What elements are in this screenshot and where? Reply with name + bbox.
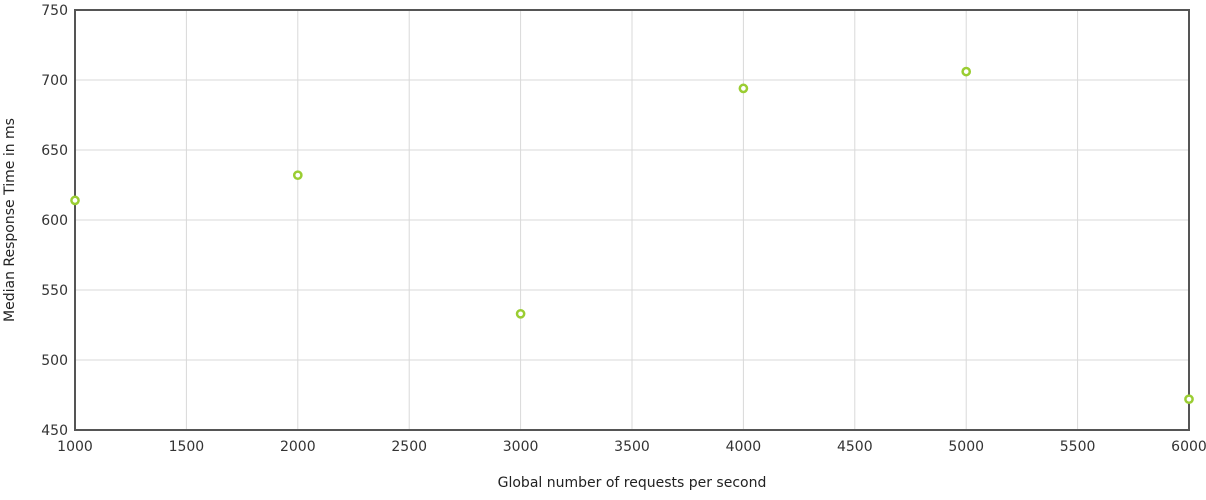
x-tick-label: 4500 [837,439,873,455]
data-point [292,170,303,181]
data-points [70,66,1194,405]
x-tick-label: 3000 [503,439,539,455]
x-tick-label: 2500 [391,439,427,455]
y-tick-label: 500 [41,353,68,369]
data-point [70,195,80,206]
x-tick-label: 4000 [726,439,762,455]
y-tick-label: 750 [41,3,68,19]
x-tick-label: 5000 [948,439,984,455]
x-tick-label: 5500 [1060,439,1096,455]
data-point [738,83,749,94]
plot-area-frame [74,9,1190,431]
x-tick-label: 6000 [1171,439,1206,455]
x-tick-label: 3500 [614,439,650,455]
y-tick-label: 650 [41,143,68,159]
x-tick-label: 2000 [280,439,316,455]
grid-lines [74,9,1190,431]
y-tick-label: 550 [41,283,68,299]
y-axis-title: Median Response Time in ms [2,118,18,322]
data-point [1184,394,1194,405]
y-tick-label: 450 [41,423,68,439]
data-point [515,308,526,319]
x-tick-label: 1500 [169,439,205,455]
y-axis-ticks: 450 500 550 600 650 700 750 [41,3,68,439]
y-tick-label: 600 [41,213,68,229]
y-tick-label: 700 [41,73,68,89]
x-tick-label: 1000 [57,439,93,455]
x-axis-title: Global number of requests per second [498,475,767,491]
x-axis-ticks: 1000 1500 2000 2500 3000 3500 4000 4500 5000 5500… [57,439,1206,455]
data-point [961,66,972,77]
